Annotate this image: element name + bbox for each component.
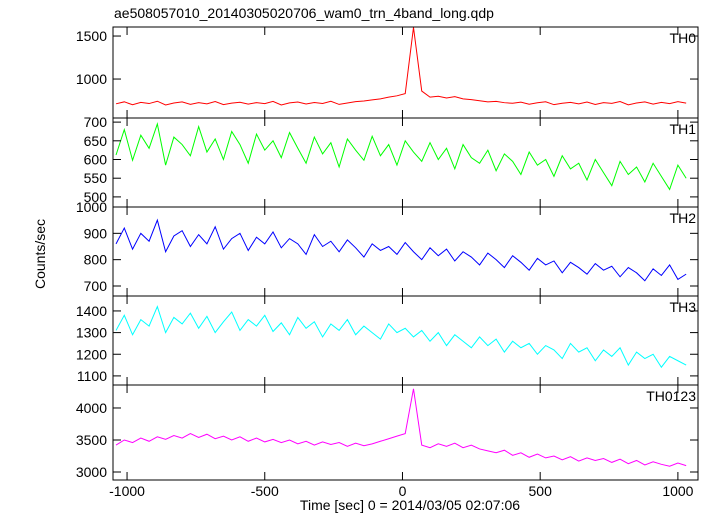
- panel-frame: [112, 206, 699, 297]
- y-tick-label: 3000: [76, 464, 107, 480]
- y-tick-label: 1000: [76, 71, 107, 87]
- light-curve: [115, 122, 687, 191]
- x-tick-label: -500: [251, 483, 279, 499]
- y-tick-label: 3500: [76, 432, 107, 448]
- panel-frame: [112, 117, 699, 208]
- panel-frame: [112, 295, 699, 386]
- y-tick-label: 500: [84, 189, 108, 205]
- y-tick-label: 1000: [76, 199, 107, 215]
- y-tick-label: 1400: [76, 303, 107, 319]
- y-tick-label: 650: [84, 133, 108, 149]
- y-tick-label: 1100: [77, 368, 107, 384]
- y-tick-label: 1500: [76, 28, 107, 44]
- x-tick-label: -1000: [109, 483, 145, 499]
- panel-label: TH3: [670, 299, 697, 315]
- x-tick-label: 0: [399, 483, 407, 499]
- y-tick-label: 4000: [76, 400, 107, 416]
- y-tick-label: 1300: [76, 325, 107, 341]
- panel-label: TH0123: [646, 388, 696, 404]
- light-curve: [115, 305, 687, 369]
- y-tick-label: 550: [84, 170, 108, 186]
- panel-frame: [112, 26, 699, 119]
- y-tick-label: 1200: [76, 346, 107, 362]
- panel-label: TH2: [670, 210, 697, 226]
- y-tick-label: 700: [84, 278, 108, 294]
- chart-title: ae508057010_20140305020706_wam0_trn_4ban…: [114, 5, 494, 21]
- y-tick-label: 900: [84, 225, 108, 241]
- y-tick-label: 600: [84, 152, 108, 168]
- y-tick-label: 700: [84, 114, 108, 130]
- panel-label: TH1: [670, 121, 697, 137]
- light-curve: [115, 27, 687, 106]
- x-tick-label: 1000: [662, 483, 693, 499]
- light-curve: [115, 218, 687, 282]
- y-axis-label: Counts/sec: [32, 219, 48, 289]
- panel-label: TH0: [670, 30, 697, 46]
- panel-frame: [112, 384, 699, 481]
- x-axis-label: Time [sec] 0 = 2014/03/05 02:07:06: [300, 497, 520, 513]
- x-tick-label: 500: [529, 483, 553, 499]
- y-tick-label: 800: [84, 252, 108, 268]
- light-curve: [115, 388, 687, 467]
